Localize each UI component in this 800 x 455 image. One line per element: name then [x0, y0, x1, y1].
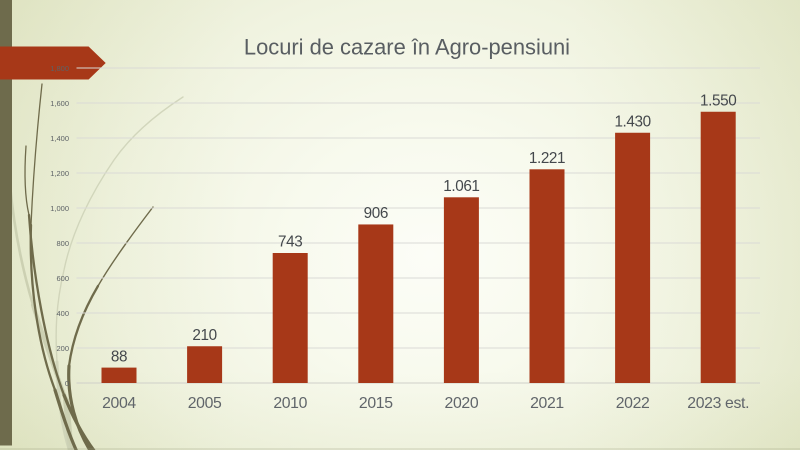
svg-text:2015: 2015 — [359, 395, 393, 412]
svg-text:2023 est.: 2023 est. — [687, 395, 749, 412]
svg-text:1.550: 1.550 — [700, 92, 736, 109]
svg-text:1,200: 1,200 — [50, 169, 69, 178]
svg-text:2010: 2010 — [273, 395, 307, 412]
svg-text:Locuri de cazare în Agro-pensi: Locuri de cazare în Agro-pensiuni — [244, 35, 570, 60]
svg-text:400: 400 — [56, 309, 69, 318]
svg-text:1,000: 1,000 — [50, 204, 69, 213]
svg-text:200: 200 — [56, 344, 69, 353]
svg-text:1,400: 1,400 — [50, 134, 69, 143]
svg-text:1.061: 1.061 — [443, 178, 479, 195]
svg-text:88: 88 — [111, 348, 127, 365]
svg-text:2004: 2004 — [102, 395, 136, 412]
svg-text:2020: 2020 — [445, 395, 479, 412]
svg-text:210: 210 — [192, 327, 216, 344]
svg-text:743: 743 — [278, 234, 302, 251]
svg-text:600: 600 — [56, 274, 69, 283]
svg-text:2005: 2005 — [188, 395, 222, 412]
svg-text:1.430: 1.430 — [614, 113, 650, 130]
svg-text:1.221: 1.221 — [529, 150, 565, 167]
svg-text:800: 800 — [56, 239, 69, 248]
svg-text:906: 906 — [364, 205, 388, 222]
svg-text:2021: 2021 — [530, 395, 564, 412]
svg-text:1,600: 1,600 — [50, 99, 69, 108]
svg-text:1,800: 1,800 — [50, 64, 69, 73]
svg-text:0: 0 — [65, 379, 69, 388]
svg-text:2022: 2022 — [616, 395, 650, 412]
